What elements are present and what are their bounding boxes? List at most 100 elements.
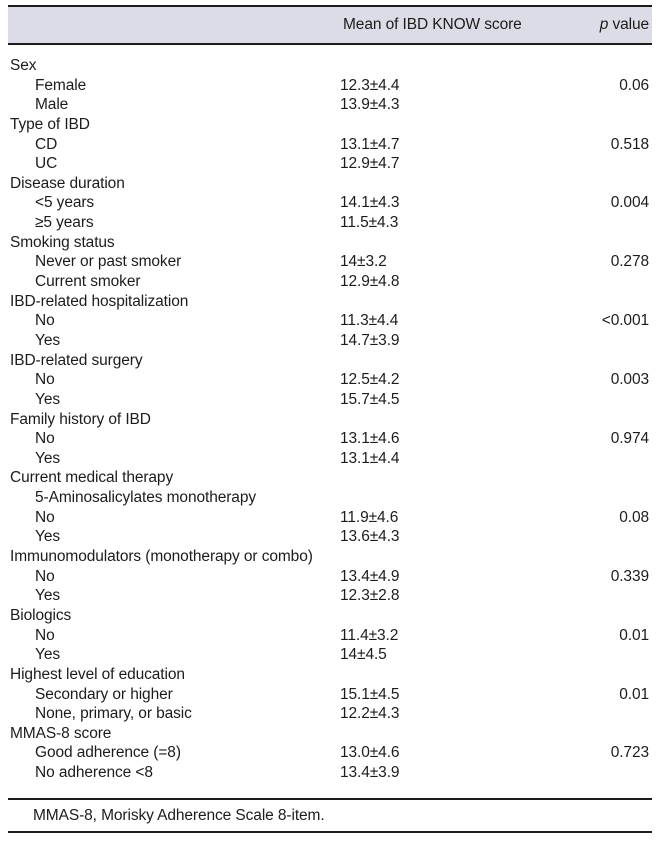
row-label: IBD-related hospitalization	[10, 292, 189, 310]
row-score-value: 13.1±4.7	[340, 135, 400, 153]
table-row: IBD-related surgery	[8, 351, 652, 371]
footnote-text: MMAS-8, Morisky Adherence Scale 8-item.	[33, 806, 325, 824]
row-label: Smoking status	[10, 233, 115, 251]
header-p-column-label: p value	[600, 7, 649, 43]
table-row: No adherence <8 13.4±3.9	[8, 763, 652, 783]
table-row: Yes 14.7±3.9	[8, 331, 652, 351]
row-label: Biologics	[10, 606, 72, 624]
row-score-value: 11.3±4.4	[340, 312, 399, 330]
row-p-value: 0.518	[610, 135, 649, 153]
row-p-value: 0.278	[610, 253, 649, 271]
table-row: Highest level of education	[8, 665, 652, 685]
table-row: Biologics	[8, 606, 652, 626]
row-score-value: 13.0±4.6	[340, 744, 400, 762]
row-label: UC	[35, 155, 58, 173]
row-label: Highest level of education	[10, 665, 185, 683]
row-p-value: 0.723	[610, 744, 649, 762]
row-label: No adherence <8	[35, 764, 153, 782]
row-label: Yes	[35, 449, 60, 467]
header-p-rest: value	[608, 16, 649, 33]
row-label: Immunomodulators (monotherapy or combo)	[10, 548, 313, 566]
row-score-value: 11.9±4.6	[340, 508, 399, 526]
table-row: Yes 14±4.5	[8, 645, 652, 665]
row-score-value: 12.3±4.4	[340, 76, 400, 94]
table-row: <5 years 14.1±4.3 0.004	[8, 193, 652, 213]
table-row: Immunomodulators (monotherapy or combo)	[8, 547, 652, 567]
row-score-value: 13.1±4.4	[340, 449, 400, 467]
row-label: No	[35, 508, 55, 526]
row-p-value: 0.004	[610, 194, 649, 212]
row-p-value: 0.974	[610, 430, 649, 448]
row-score-value: 12.5±4.2	[340, 371, 400, 389]
table-row: Good adherence (=8) 13.0±4.6 0.723	[8, 743, 652, 763]
row-label: Yes	[35, 331, 60, 349]
row-label: Disease duration	[10, 174, 125, 192]
row-p-value: 0.08	[619, 508, 649, 526]
row-label: Current smoker	[35, 273, 141, 291]
row-label: No	[35, 312, 55, 330]
row-score-value: 15.1±4.5	[340, 685, 400, 703]
row-score-value: 12.9±4.7	[340, 155, 400, 173]
row-score-value: 14.7±3.9	[340, 331, 400, 349]
row-label: Current medical therapy	[10, 469, 174, 487]
row-score-value: 11.4±3.2	[340, 626, 399, 644]
table-row: CD 13.1±4.7 0.518	[8, 135, 652, 155]
table-row: Yes 13.1±4.4	[8, 449, 652, 469]
row-label: Yes	[35, 390, 60, 408]
row-score-value: 13.6±4.3	[340, 528, 400, 546]
row-score-value: 14.1±4.3	[340, 194, 400, 212]
table-row: UC 12.9±4.7	[8, 154, 652, 174]
table-row: No 13.4±4.9 0.339	[8, 567, 652, 587]
row-score-value: 12.3±2.8	[340, 587, 400, 605]
table-row: No 13.1±4.6 0.974	[8, 429, 652, 449]
table-row: Sex	[8, 56, 652, 76]
table-row: Yes 13.6±4.3	[8, 527, 652, 547]
table-row: Female 12.3±4.4 0.06	[8, 76, 652, 96]
table-row: Never or past smoker 14±3.2 0.278	[8, 252, 652, 272]
table-row: None, primary, or basic 12.2±4.3	[8, 704, 652, 724]
row-score-value: 15.7±4.5	[340, 390, 400, 408]
row-label: Female	[35, 76, 87, 94]
row-score-value: 13.1±4.6	[340, 430, 400, 448]
row-label: ≥5 years	[35, 214, 94, 232]
row-label: No	[35, 626, 55, 644]
row-label: Yes	[35, 528, 60, 546]
row-score-value: 14±3.2	[340, 253, 387, 271]
row-p-value: <0.001	[601, 312, 649, 330]
table-row: No 11.3±4.4 <0.001	[8, 311, 652, 331]
table-row: Current medical therapy	[8, 468, 652, 488]
row-label: <5 years	[35, 194, 95, 212]
row-label: Yes	[35, 646, 60, 664]
row-label: No	[35, 371, 55, 389]
row-score-value: 13.4±4.9	[340, 567, 400, 585]
row-p-value: 0.339	[610, 567, 649, 585]
row-label: Family history of IBD	[10, 410, 151, 428]
row-label: Good adherence (=8)	[35, 744, 181, 762]
table-row: Yes 12.3±2.8	[8, 586, 652, 606]
row-p-value: 0.06	[619, 76, 649, 94]
table-row: Secondary or higher 15.1±4.5 0.01	[8, 685, 652, 705]
table-row: ≥5 years 11.5±4.3	[8, 213, 652, 233]
table-row: MMAS-8 score	[8, 724, 652, 744]
table-row: No 11.4±3.2 0.01	[8, 626, 652, 646]
table-row: 5-Aminosalicylates monotherapy	[8, 488, 652, 508]
row-score-value: 12.2±4.3	[340, 705, 400, 723]
table-row: Family history of IBD	[8, 410, 652, 430]
table-row: Current smoker 12.9±4.8	[8, 272, 652, 292]
table-row: IBD-related hospitalization	[8, 292, 652, 312]
header-score-column-label: Mean of IBD KNOW score	[343, 16, 522, 33]
table-footnote-band: MMAS-8, Morisky Adherence Scale 8-item.	[8, 797, 652, 833]
row-label: No	[35, 567, 55, 585]
row-label: CD	[35, 135, 58, 153]
table-row: Smoking status	[8, 233, 652, 253]
row-label: None, primary, or basic	[35, 705, 192, 723]
statistics-table: Mean of IBD KNOW score p value Sex Femal…	[8, 0, 652, 833]
table-row: Type of IBD	[8, 115, 652, 135]
table-body: Sex Female 12.3±4.4 0.06 Male 13.9±4.3 T…	[8, 45, 652, 783]
row-score-value: 13.4±3.9	[340, 764, 400, 782]
row-score-value: 14±4.5	[340, 646, 387, 664]
table-row: Yes 15.7±4.5	[8, 390, 652, 410]
row-label: Type of IBD	[10, 115, 90, 133]
row-label: Never or past smoker	[35, 253, 182, 271]
header-p-italic: p	[599, 16, 609, 33]
